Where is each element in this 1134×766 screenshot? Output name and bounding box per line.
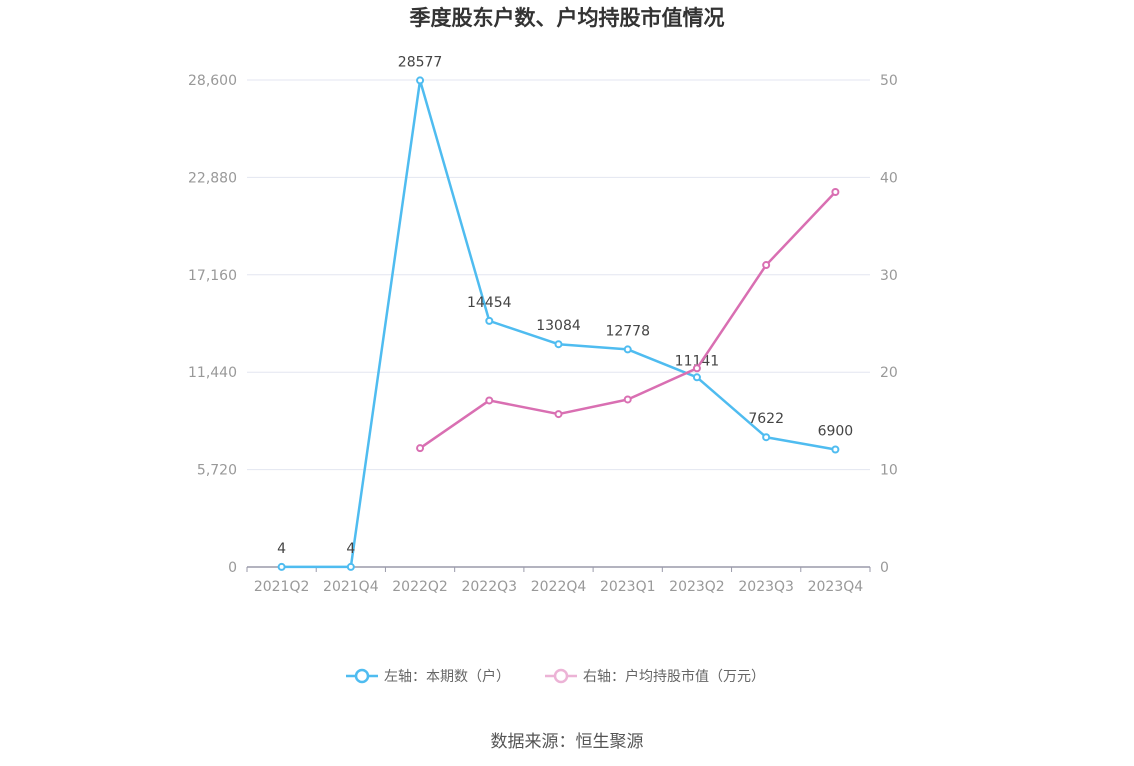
data-point-2 (831, 188, 840, 197)
left-axis-ticks: 0 5,720 11,440 17,160 22,880 28,600 (188, 73, 237, 576)
legend-item-2[interactable]: 右轴：户均持股市值（万元） (545, 668, 765, 685)
right-tick-label: 10 (880, 463, 898, 479)
x-tick-label: 2023Q4 (808, 579, 864, 595)
data-point-1 (416, 76, 425, 85)
data-label: 13084 (536, 318, 581, 334)
legend-label: 右轴：户均持股市值（万元） (583, 668, 765, 685)
right-axis-ticks: 0 10 20 30 40 50 (880, 73, 898, 576)
data-label: 6900 (818, 424, 854, 440)
legend[interactable]: 左轴：本期数（户） 右轴：户均持股市值（万元） (346, 668, 765, 685)
x-tick-label: 2023Q3 (738, 579, 794, 595)
data-point-2 (623, 395, 632, 404)
right-tick-label: 40 (880, 170, 898, 186)
data-point-1 (831, 445, 840, 454)
data-point-2 (416, 444, 425, 453)
data-point-1 (554, 340, 563, 349)
left-tick-label: 17,160 (188, 268, 237, 284)
series-layer: 4 4 28577 14454 13084 12778 11141 7622 6900 (277, 54, 854, 571)
data-label: 4 (346, 541, 355, 557)
x-tick-label: 2022Q2 (392, 579, 448, 595)
data-point-1 (623, 345, 632, 354)
gridlines (247, 79, 870, 471)
data-label: 28577 (398, 54, 443, 70)
legend-marker (354, 668, 370, 684)
data-point-2 (762, 261, 771, 270)
data-point-2 (554, 410, 563, 419)
data-point-1 (485, 316, 494, 325)
data-point-2 (692, 364, 701, 373)
left-tick-label: 28,600 (188, 73, 237, 89)
right-tick-label: 50 (880, 73, 898, 89)
x-axis: 2021Q2 2021Q4 2022Q2 2022Q3 2022Q4 2023Q1 2023… (246, 566, 871, 595)
legend-marker (553, 668, 569, 684)
data-point-1 (277, 562, 286, 571)
x-tick-label: 2022Q3 (461, 579, 517, 595)
right-tick-label: 30 (880, 268, 898, 284)
left-tick-label: 0 (228, 560, 237, 576)
data-point-1 (762, 433, 771, 442)
right-tick-label: 0 (880, 560, 889, 576)
data-label: 4 (277, 541, 286, 557)
data-label: 12778 (605, 323, 650, 339)
left-tick-label: 11,440 (188, 365, 237, 381)
chart-title: 季度股东户数、户均持股市值情况 (410, 6, 725, 30)
x-tick-label: 2022Q4 (531, 579, 587, 595)
right-tick-label: 20 (880, 365, 898, 381)
series-line-2 (419, 191, 837, 450)
legend-label: 左轴：本期数（户） (384, 668, 510, 685)
data-label: 7622 (748, 411, 784, 427)
x-tick-label: 2021Q4 (323, 579, 379, 595)
data-label: 14454 (467, 295, 512, 311)
left-tick-label: 22,880 (188, 170, 237, 186)
legend-item-1[interactable]: 左轴：本期数（户） (346, 668, 510, 685)
x-tick-label: 2023Q2 (669, 579, 725, 595)
data-point-2 (485, 396, 494, 405)
left-tick-label: 5,720 (197, 463, 237, 479)
data-point-1 (692, 373, 701, 382)
source-note: 数据来源：恒生聚源 (491, 732, 644, 752)
x-tick-label: 2021Q2 (254, 579, 310, 595)
x-tick-label: 2023Q1 (600, 579, 656, 595)
data-point-1 (346, 562, 355, 571)
data-label: 11141 (675, 353, 720, 369)
